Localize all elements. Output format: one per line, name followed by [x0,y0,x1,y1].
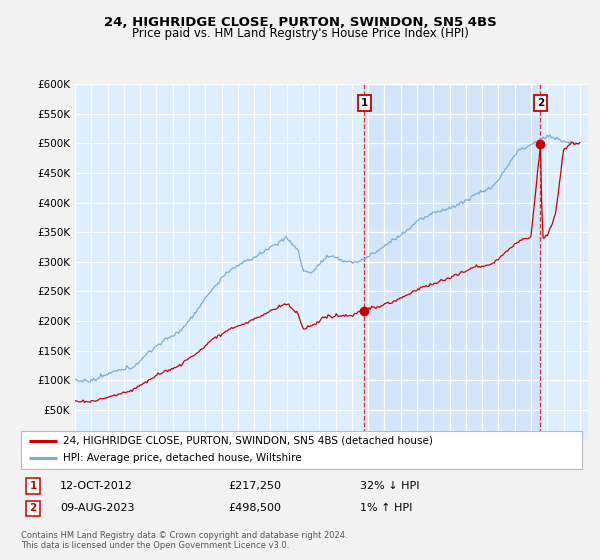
Text: 1: 1 [361,98,368,108]
Text: Price paid vs. HM Land Registry's House Price Index (HPI): Price paid vs. HM Land Registry's House … [131,27,469,40]
Text: 24, HIGHRIDGE CLOSE, PURTON, SWINDON, SN5 4BS: 24, HIGHRIDGE CLOSE, PURTON, SWINDON, SN… [104,16,496,29]
Text: £498,500: £498,500 [228,503,281,514]
Text: 24, HIGHRIDGE CLOSE, PURTON, SWINDON, SN5 4BS (detached house): 24, HIGHRIDGE CLOSE, PURTON, SWINDON, SN… [63,436,433,446]
Text: 2: 2 [29,503,37,514]
Text: HPI: Average price, detached house, Wiltshire: HPI: Average price, detached house, Wilt… [63,454,302,464]
Text: 2: 2 [537,98,544,108]
Bar [364,84,541,440]
Text: 32% ↓ HPI: 32% ↓ HPI [360,481,419,491]
Text: Contains HM Land Registry data © Crown copyright and database right 2024.
This d: Contains HM Land Registry data © Crown c… [21,531,347,550]
Text: 1: 1 [29,481,37,491]
Text: £217,250: £217,250 [228,481,281,491]
Text: 1% ↑ HPI: 1% ↑ HPI [360,503,412,514]
Text: 09-AUG-2023: 09-AUG-2023 [60,503,134,514]
Text: 12-OCT-2012: 12-OCT-2012 [60,481,133,491]
